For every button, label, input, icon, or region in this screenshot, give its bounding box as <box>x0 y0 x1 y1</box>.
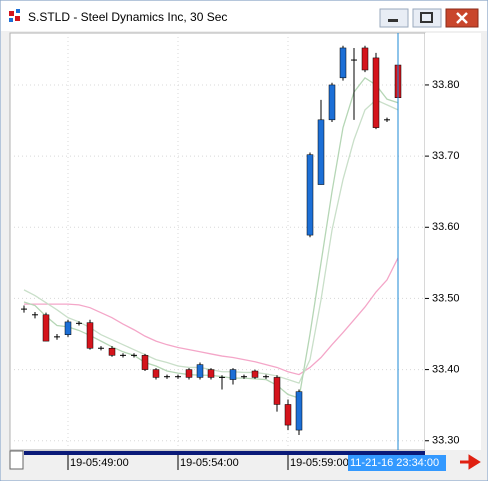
candle-body <box>64 321 72 335</box>
candle-body <box>328 84 336 121</box>
x-tick-label: 19-05:49:00 <box>70 457 129 469</box>
candle-body <box>141 355 149 370</box>
scroll-right-arrow[interactable] <box>460 454 481 470</box>
y-tick-label: 33.70 <box>432 150 460 162</box>
candle-body <box>42 314 50 342</box>
y-tick-label: 33.30 <box>432 435 460 447</box>
candle-body <box>372 57 380 128</box>
candle-body <box>251 370 259 378</box>
minimize-button[interactable] <box>379 8 409 28</box>
scroll-bar[interactable] <box>24 451 425 455</box>
y-tick-label: 33.80 <box>432 79 460 91</box>
y-tick-label: 33.50 <box>432 292 460 304</box>
candle-body <box>207 369 215 378</box>
candle-body <box>361 47 369 71</box>
price-axis <box>425 33 481 450</box>
moving-average <box>24 257 399 376</box>
candle-body <box>185 369 193 378</box>
candle-body <box>108 347 116 356</box>
scroll-handle[interactable] <box>9 450 24 470</box>
cursor-label: 11-21-16 23:34:00 <box>350 457 439 469</box>
y-tick-label: 33.40 <box>432 363 460 375</box>
cursor-label-box <box>348 455 446 471</box>
candle-body <box>317 119 325 185</box>
candle-body <box>196 364 204 378</box>
window-title: S.STLD - Steel Dynamics Inc, 30 Sec <box>28 10 227 24</box>
x-tick-label: 19-05:54:00 <box>180 457 239 469</box>
candle-body <box>339 47 347 79</box>
x-tick-label: 19-05:59:00 <box>290 457 349 469</box>
candle-body <box>295 391 303 431</box>
close-button[interactable] <box>445 8 479 28</box>
app-icon <box>9 9 20 22</box>
maximize-button[interactable] <box>412 8 442 28</box>
plot-area <box>9 32 426 451</box>
candle-body <box>284 404 292 426</box>
candle-body <box>229 369 237 380</box>
candle-body <box>273 377 281 405</box>
candle-body <box>306 154 314 236</box>
y-tick-label: 33.60 <box>432 221 460 233</box>
candle-body <box>86 322 94 349</box>
candle-body <box>152 369 160 378</box>
